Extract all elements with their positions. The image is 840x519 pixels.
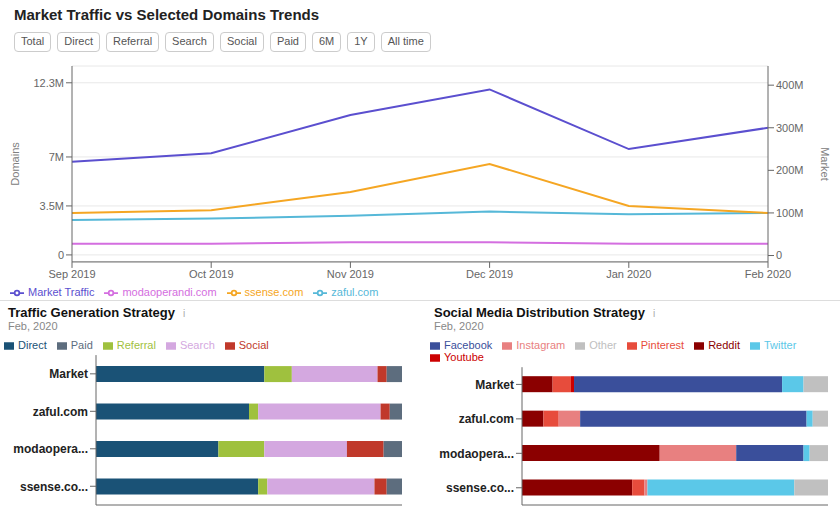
html-text:All time: All time	[387, 35, 424, 47]
html-text:Direct: Direct	[18, 339, 47, 351]
html-text:Market Traffic vs Selected Dom: Market Traffic vs Selected Domains Trend…	[14, 6, 320, 23]
svg-text:ssense.co...: ssense.co...	[446, 481, 514, 495]
svg-text:300M: 300M	[776, 122, 804, 134]
svg-text:zaful.com: zaful.com	[459, 412, 514, 426]
html-text:Instagram: Instagram	[516, 339, 566, 351]
html-text:Social: Social	[227, 35, 257, 47]
svg-text:Feb 2020: Feb 2020	[745, 268, 791, 280]
html-text:Paid: Paid	[276, 35, 299, 47]
html-text:i: i	[182, 308, 186, 319]
html-text:Total: Total	[21, 35, 45, 47]
html-text:Referral: Referral	[116, 339, 156, 351]
svg-text:zaful.com: zaful.com	[33, 405, 88, 419]
svg-text:Market: Market	[475, 378, 514, 392]
html-text:Market Traffic: Market Traffic	[28, 285, 95, 298]
html-text:Referral: Referral	[113, 35, 153, 47]
html-text:Paid: Paid	[70, 339, 93, 351]
html-text:Youtube: Youtube	[444, 351, 484, 364]
svg-text:0: 0	[776, 249, 782, 261]
html-text:Search: Search	[179, 339, 215, 351]
html-text:ssense.com: ssense.com	[244, 285, 304, 298]
svg-text:0: 0	[58, 249, 64, 261]
svg-text:modaopera...: modaopera...	[13, 442, 88, 456]
svg-text:3.5M: 3.5M	[40, 200, 64, 212]
svg-text:Sep 2019: Sep 2019	[48, 268, 95, 280]
html-text:Feb, 2020: Feb, 2020	[434, 320, 484, 332]
html-text:Other: Other	[589, 339, 617, 351]
svg-text:Nov 2019: Nov 2019	[327, 268, 374, 280]
svg-text:Jan 2020: Jan 2020	[606, 268, 651, 280]
svg-text:Oct 2019: Oct 2019	[189, 268, 234, 280]
svg-text:Domains: Domains	[9, 142, 21, 186]
svg-text:Dec 2019: Dec 2019	[466, 268, 513, 280]
svg-text:200M: 200M	[776, 164, 804, 176]
html-text:i: i	[652, 308, 656, 319]
svg-text:100M: 100M	[776, 207, 804, 219]
html-text:Search: Search	[172, 35, 207, 47]
svg-text:Market: Market	[49, 367, 88, 381]
html-text:modaoperandi.com: modaoperandi.com	[122, 285, 217, 298]
html-text:Traffic Generation Strategy: Traffic Generation Strategy	[8, 305, 175, 320]
svg-text:400M: 400M	[776, 79, 804, 91]
svg-text:modaopera...: modaopera...	[439, 447, 514, 461]
svg-text:ssense.co...: ssense.co...	[20, 480, 88, 494]
svg-text:7M: 7M	[49, 151, 64, 163]
html-text:6M: 6M	[319, 35, 335, 47]
html-text:Direct: Direct	[64, 35, 93, 47]
html-text:1Y: 1Y	[354, 35, 368, 47]
html-text:Social: Social	[238, 339, 269, 351]
html-text:Pinterest: Pinterest	[640, 339, 685, 351]
html-text:Feb, 2020: Feb, 2020	[8, 320, 58, 332]
html-text:Reddit: Reddit	[708, 339, 740, 351]
html-text:zaful.com: zaful.com	[331, 285, 379, 298]
svg-text:Market: Market	[819, 147, 831, 181]
html-text:Social Media Distribution Stra: Social Media Distribution Strategy	[434, 305, 645, 320]
svg-text:12.3M: 12.3M	[33, 77, 64, 89]
html-text:Twitter: Twitter	[764, 339, 797, 351]
html-text:Facebook: Facebook	[444, 339, 493, 351]
